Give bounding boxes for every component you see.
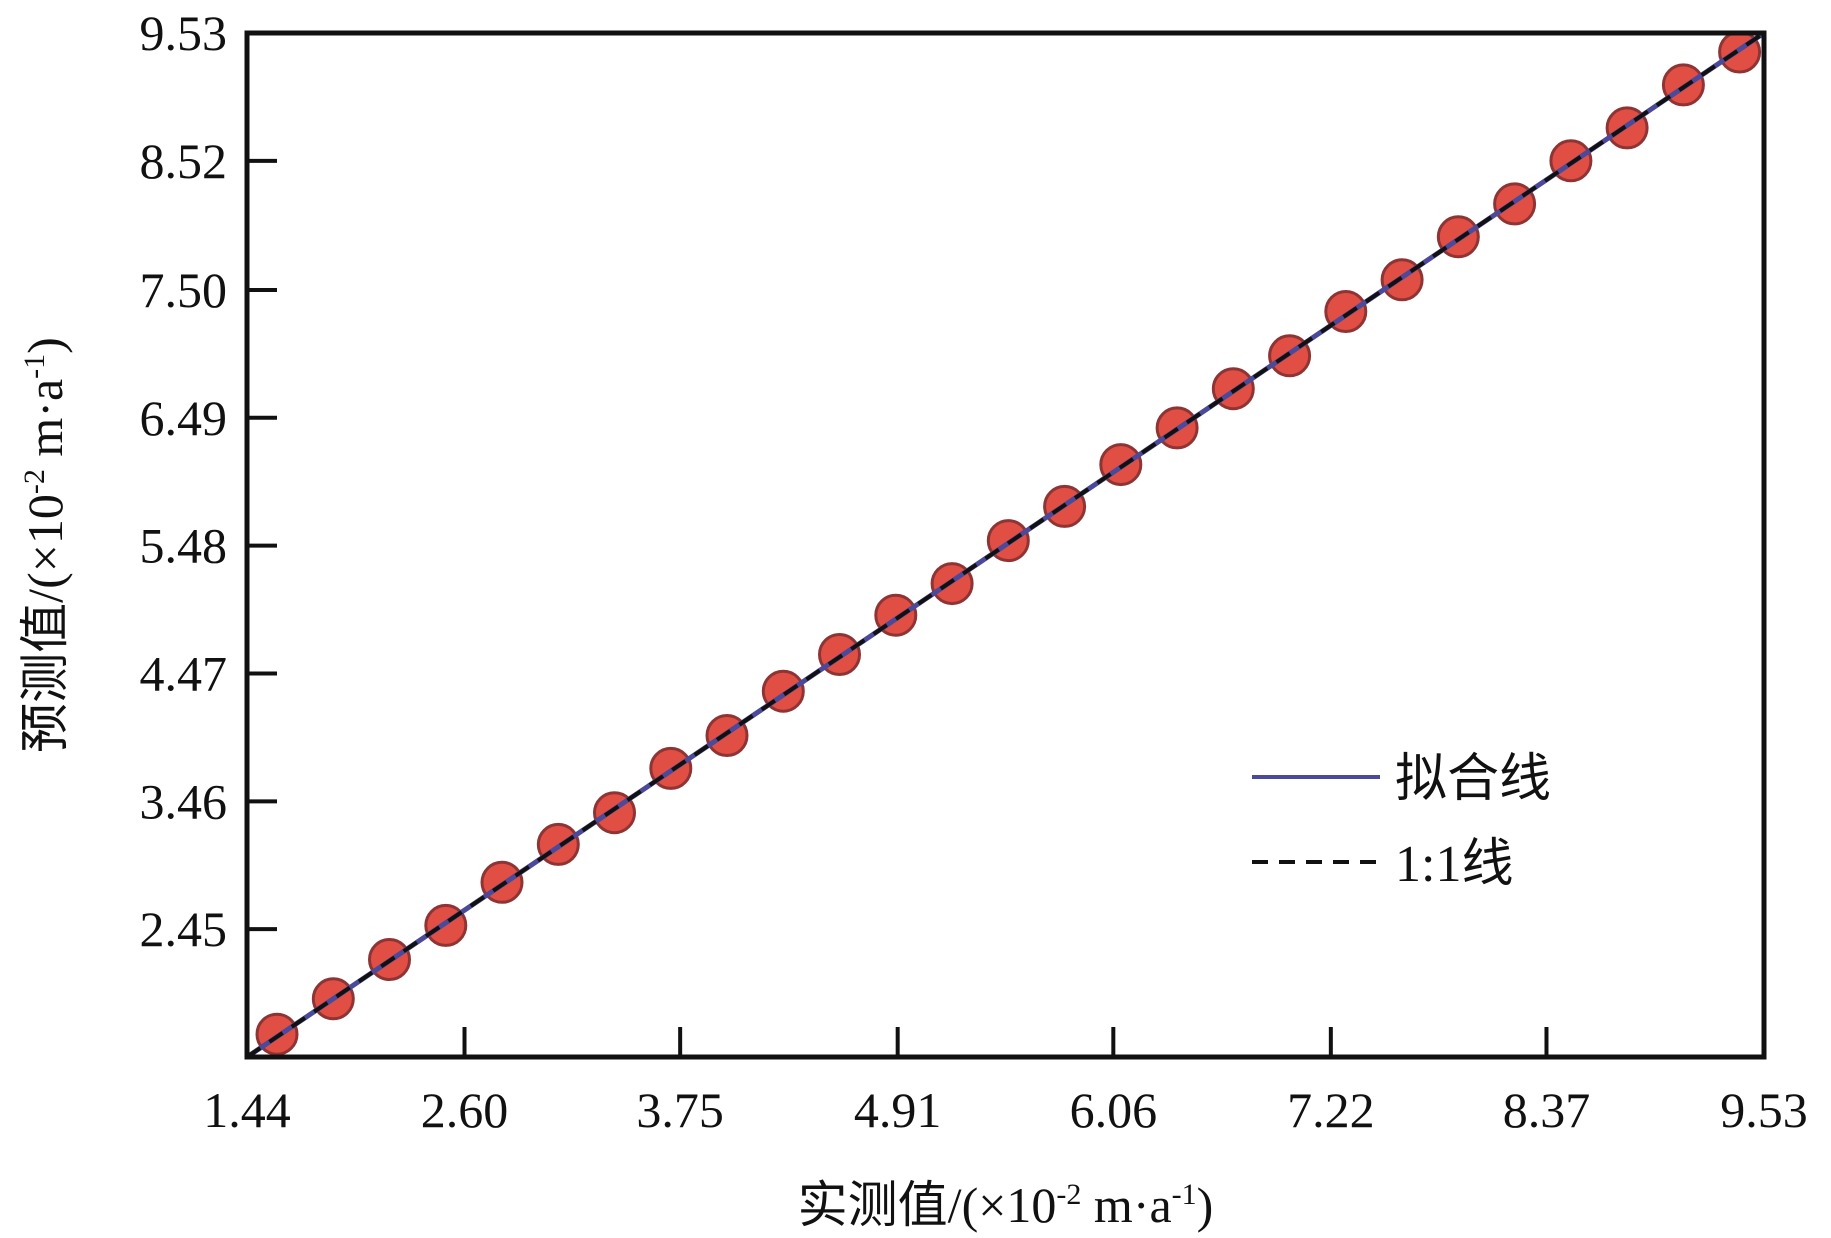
x-tick-label: 2.60 [421, 1082, 509, 1138]
y-tick-label: 3.46 [140, 773, 228, 829]
y-tick-label: 9.53 [140, 5, 228, 61]
y-tick-label: 6.49 [140, 390, 228, 446]
x-tick-label: 4.91 [854, 1082, 942, 1138]
series-lines [245, 30, 1766, 1060]
legend-label-fit-line: 拟合线 [1395, 751, 1551, 808]
x-axis-ticks: 1.44 2.60 3.75 4.91 6.06 7.22 8.37 9.53 [203, 1027, 1808, 1138]
y-tick-label: 5.48 [140, 518, 228, 574]
legend-label-one-to-one-line: 1:1线 [1395, 836, 1513, 893]
x-tick-label: 1.44 [203, 1082, 291, 1138]
y-axis-ticks: 2.45 3.46 4.47 5.48 6.49 7.50 8.52 9.53 [140, 5, 277, 957]
x-tick-label: 6.06 [1070, 1082, 1158, 1138]
x-tick-label: 7.22 [1287, 1082, 1375, 1138]
legend: 拟合线 1:1线 [1252, 751, 1551, 893]
y-tick-label: 7.50 [140, 262, 228, 318]
one-to-one-line [245, 31, 1766, 1059]
y-axis-title-group: 预测值/(×10-2 m·a-1) [17, 337, 73, 753]
x-tick-label: 3.75 [636, 1082, 724, 1138]
y-tick-label: 4.47 [140, 645, 228, 701]
x-tick-label: 8.37 [1503, 1082, 1591, 1138]
y-axis-title: 预测值/(×10-2 m·a-1) [17, 337, 73, 753]
x-tick-label: 9.53 [1720, 1082, 1808, 1138]
y-tick-label: 8.52 [140, 133, 228, 189]
y-tick-label: 2.45 [140, 901, 228, 957]
x-axis-title: 实测值/(×10-2 m·a-1) [798, 1177, 1214, 1233]
